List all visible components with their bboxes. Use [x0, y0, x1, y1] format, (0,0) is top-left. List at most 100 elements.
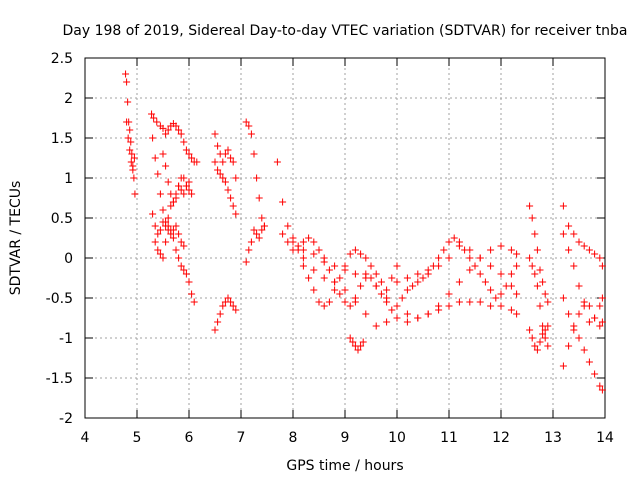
data-point — [409, 282, 417, 290]
data-point — [299, 254, 307, 262]
data-point — [185, 278, 193, 286]
data-point — [357, 342, 365, 350]
data-point — [487, 246, 495, 254]
data-point — [539, 322, 547, 330]
y-tick-label: 1.5 — [51, 131, 73, 147]
data-point — [580, 242, 588, 250]
data-point — [219, 302, 227, 310]
data-point — [255, 194, 263, 202]
data-point — [580, 346, 588, 354]
data-point — [354, 346, 362, 354]
data-point — [507, 282, 515, 290]
series-arc-14 — [279, 230, 521, 314]
data-point — [497, 290, 505, 298]
data-point — [336, 290, 344, 298]
data-point — [182, 146, 190, 154]
data-point — [325, 266, 333, 274]
series-arc-23 — [559, 294, 606, 394]
x-tick-label: 8 — [289, 430, 298, 446]
data-point — [162, 222, 170, 230]
data-point — [229, 202, 237, 210]
data-point — [362, 310, 370, 318]
data-point — [367, 262, 375, 270]
data-point — [357, 282, 365, 290]
data-point — [149, 134, 157, 142]
data-point — [487, 286, 495, 294]
data-point — [362, 274, 370, 282]
data-point — [598, 262, 606, 270]
data-point — [156, 250, 164, 258]
data-point — [211, 158, 219, 166]
data-point — [346, 250, 354, 258]
data-point — [325, 298, 333, 306]
data-point — [539, 330, 547, 338]
data-point — [130, 174, 138, 182]
data-point — [351, 270, 359, 278]
data-point — [162, 130, 170, 138]
data-point — [151, 154, 159, 162]
data-point — [159, 124, 167, 132]
data-point — [164, 126, 172, 134]
data-point — [341, 266, 349, 274]
data-point — [559, 230, 567, 238]
data-point — [289, 246, 297, 254]
data-point — [536, 266, 544, 274]
data-point — [383, 286, 391, 294]
x-tick-label: 13 — [544, 430, 562, 446]
y-tick-label: 0.5 — [51, 211, 73, 227]
data-point — [310, 250, 318, 258]
data-point — [414, 270, 422, 278]
data-point — [229, 302, 237, 310]
series-arc-4 — [149, 134, 198, 306]
data-point — [403, 318, 411, 326]
data-point — [279, 230, 287, 238]
data-point — [255, 234, 263, 242]
data-point — [341, 298, 349, 306]
data-point — [159, 206, 167, 214]
data-point — [148, 110, 156, 118]
data-point — [393, 314, 401, 322]
data-point — [242, 118, 250, 126]
data-point — [531, 342, 539, 350]
data-point — [570, 326, 578, 334]
data-point — [320, 258, 328, 266]
data-point — [122, 70, 130, 78]
data-point — [362, 254, 370, 262]
data-point — [455, 278, 463, 286]
chart-title: Day 198 of 2019, Sidereal Day-to-day VTE… — [62, 23, 627, 39]
data-point — [544, 298, 552, 306]
data-point — [507, 246, 515, 254]
data-point — [126, 126, 134, 134]
data-point — [214, 142, 222, 150]
data-point — [214, 318, 222, 326]
data-point — [419, 274, 427, 282]
data-point — [341, 286, 349, 294]
data-point — [182, 182, 190, 190]
data-point — [533, 246, 541, 254]
y-tick-label: -1.5 — [46, 371, 73, 387]
data-point — [193, 158, 201, 166]
data-point — [388, 306, 396, 314]
series-arc-2 — [123, 118, 138, 174]
data-point — [424, 266, 432, 274]
data-point — [570, 262, 578, 270]
data-point — [393, 278, 401, 286]
x-tick-label: 6 — [185, 430, 194, 446]
x-tick-label: 9 — [341, 430, 350, 446]
x-tick-label: 4 — [81, 430, 90, 446]
data-point — [229, 158, 237, 166]
series-arc-18 — [393, 242, 521, 298]
y-tick-label: -0.5 — [46, 291, 73, 307]
data-point — [414, 314, 422, 322]
data-point — [305, 274, 313, 282]
data-point — [497, 270, 505, 278]
data-point — [279, 198, 287, 206]
data-point — [336, 274, 344, 282]
data-point — [172, 222, 180, 230]
data-point — [124, 134, 132, 142]
data-point — [273, 158, 281, 166]
data-point — [154, 246, 162, 254]
data-point — [497, 242, 505, 250]
data-point — [351, 246, 359, 254]
